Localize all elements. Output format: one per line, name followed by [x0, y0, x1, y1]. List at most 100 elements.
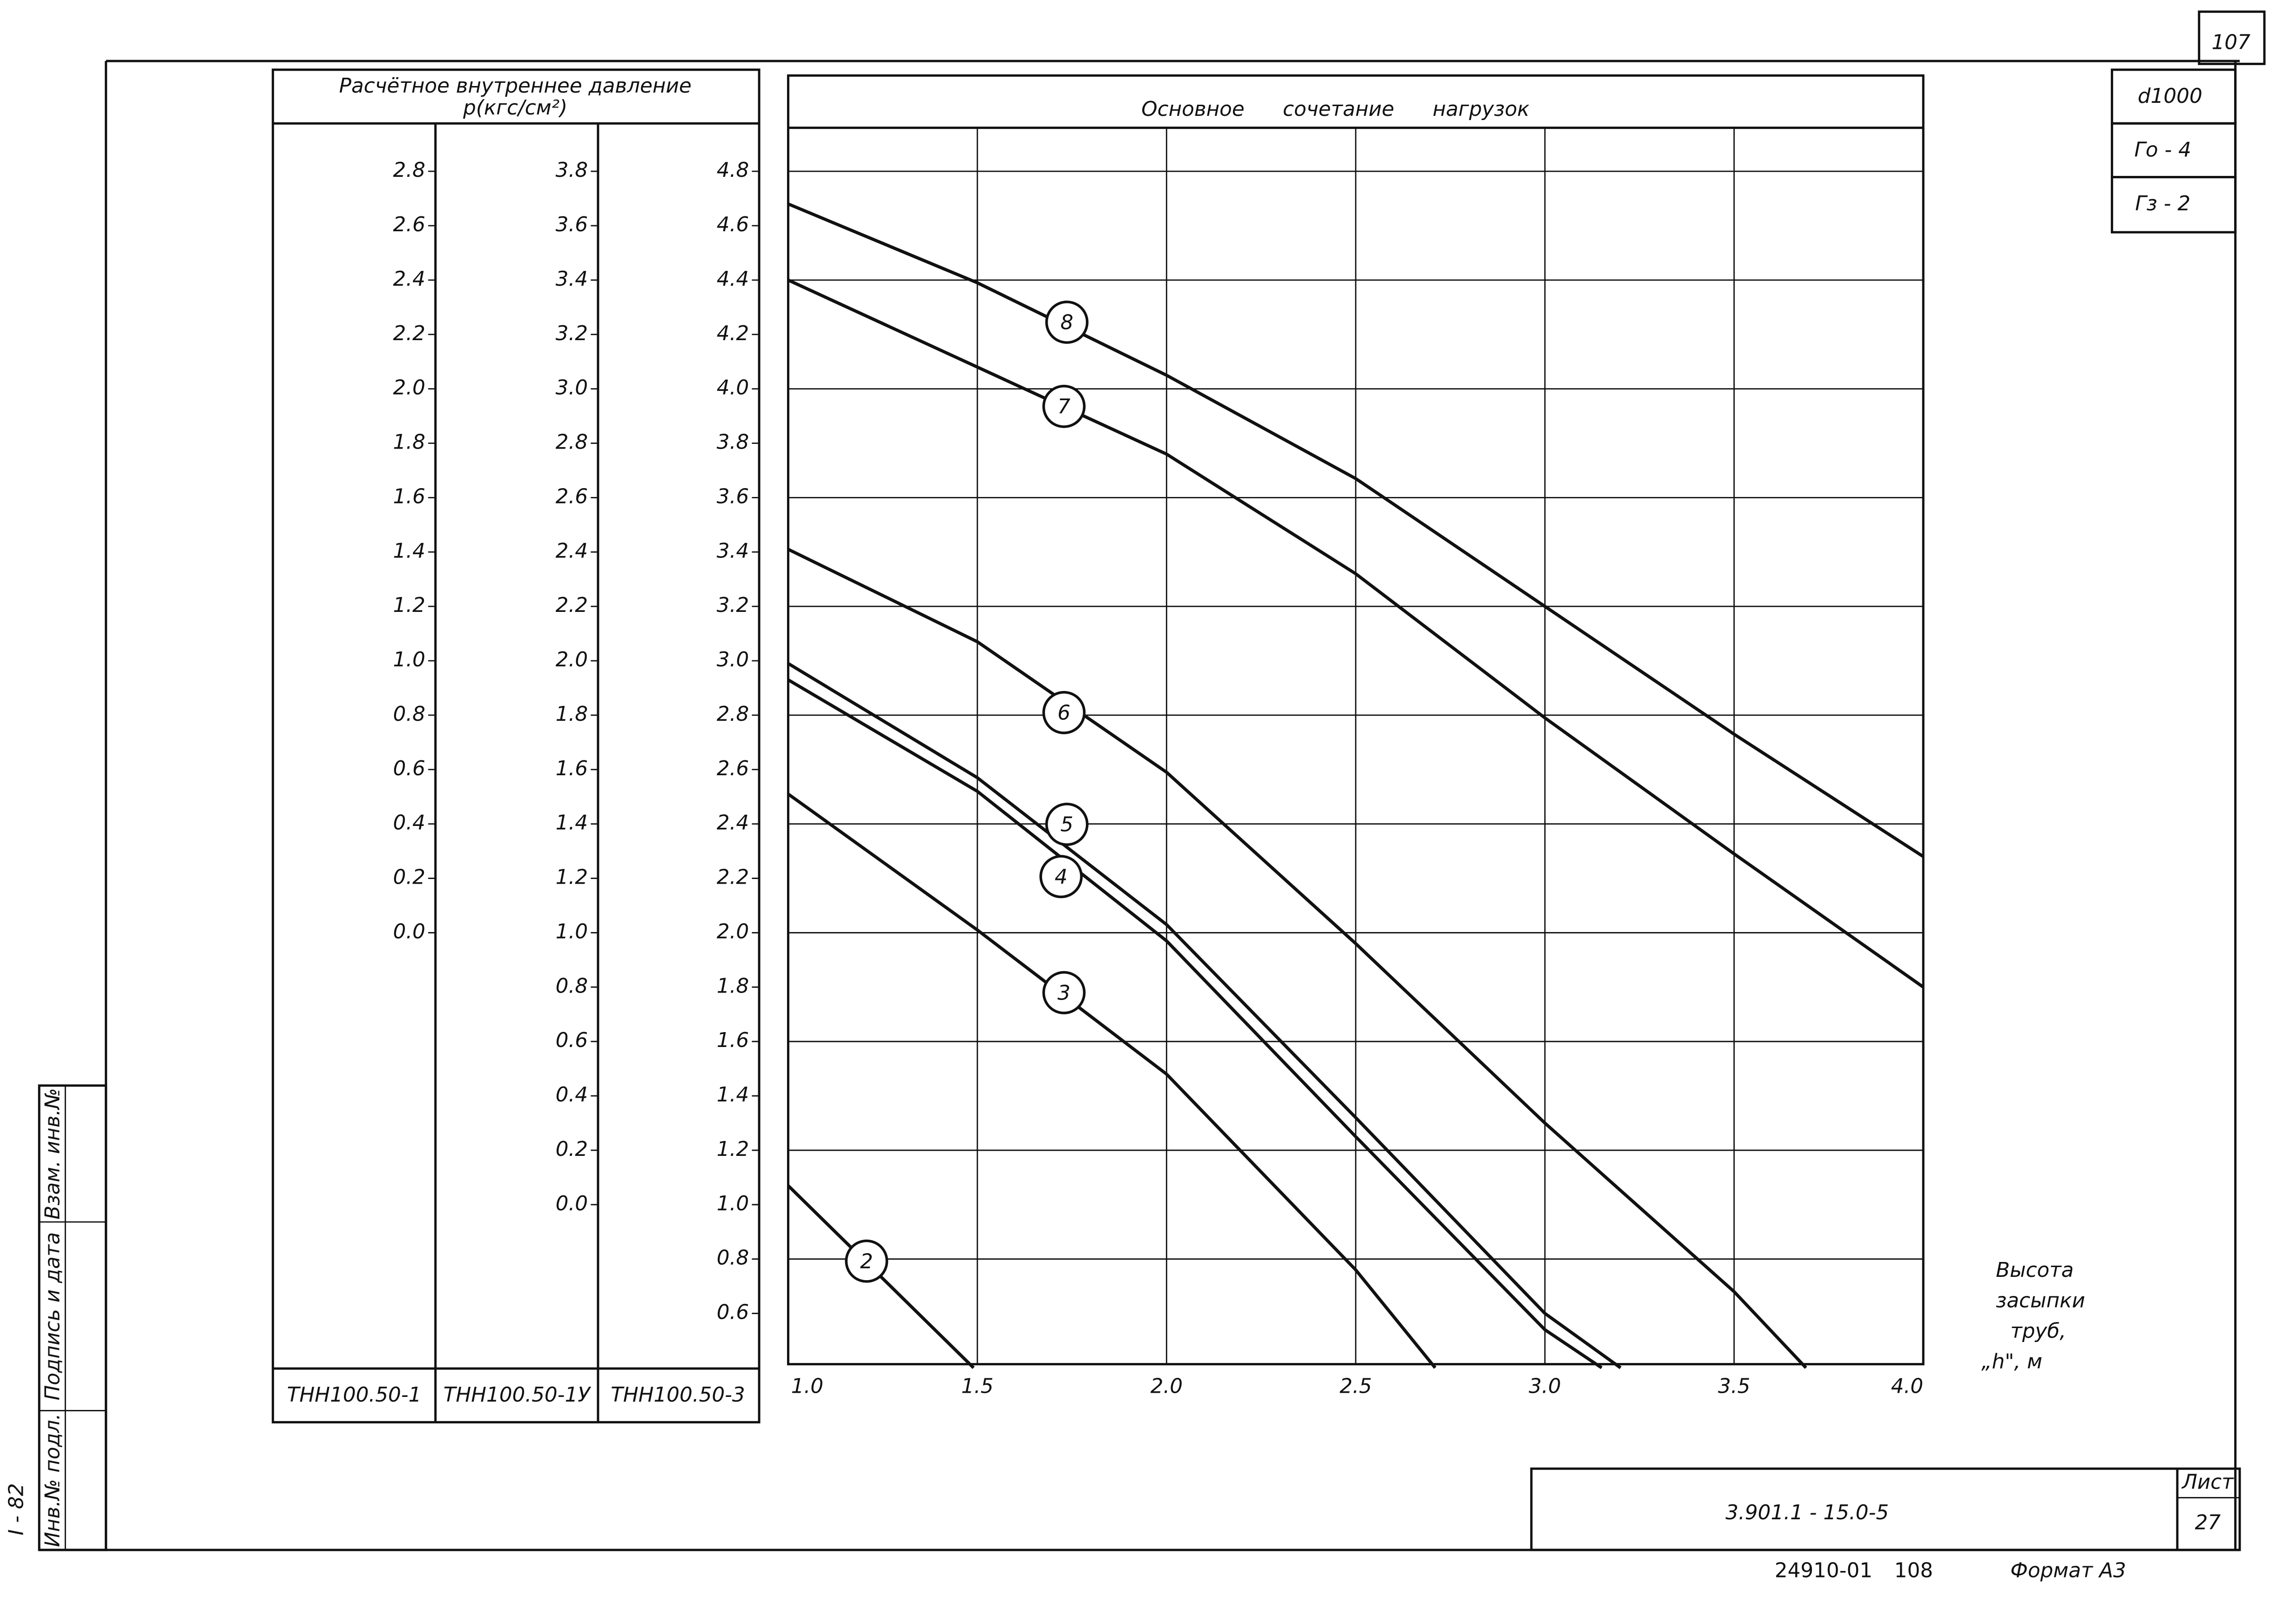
- curve: [787, 792, 1437, 1369]
- y-tick-label: 4.0: [717, 376, 749, 400]
- curve-badge: [1042, 384, 1086, 428]
- y-tick-label: 0.4: [393, 811, 425, 835]
- y-tick-label: 3.2: [717, 593, 749, 617]
- y-tick-label: 1.4: [717, 1083, 749, 1107]
- y-tick-label: 1.4: [556, 811, 588, 835]
- y-tick-label: 2.6: [717, 757, 749, 780]
- y-tick-label: 1.6: [556, 757, 588, 780]
- curve-badge: [1042, 971, 1086, 1014]
- y-tick-label: 1.8: [393, 430, 425, 454]
- y-axis-unit: p(кгс/см²): [463, 96, 567, 120]
- inventory: 24910-01: [1775, 1559, 1872, 1583]
- y-tick-label: 0.2: [393, 866, 425, 889]
- title-block: [1530, 1467, 2241, 1551]
- y-tick-label: 1.2: [717, 1137, 749, 1161]
- x-axis-label: „h", м: [1981, 1350, 2042, 1374]
- y-tick-label: 1.2: [393, 593, 425, 617]
- y-tick-label: 3.6: [556, 213, 588, 236]
- curve-badge: [1042, 691, 1086, 734]
- y-tick-label: 2.2: [717, 866, 749, 889]
- y-tick-label: 2.8: [393, 158, 425, 182]
- curve-label: 4: [1055, 865, 1068, 889]
- y-tick-label: 0.0: [556, 1192, 588, 1215]
- chart-title: Основное сочетание нагрузок: [1141, 97, 1529, 121]
- curve-badge: [845, 1239, 889, 1283]
- y-tick-label: 0.8: [393, 702, 425, 726]
- y-tick-label: 1.0: [717, 1192, 749, 1215]
- x-tick-label: 1.5: [961, 1375, 993, 1398]
- y-tick-label: 0.6: [717, 1301, 749, 1324]
- curve: [788, 202, 1925, 858]
- side-label: Подпись и дата: [40, 1232, 64, 1401]
- list-label: Лист: [2181, 1470, 2234, 1494]
- y-tick-label: 0.6: [393, 757, 425, 780]
- curve-badge: [1039, 855, 1083, 899]
- y-tick-label: 1.6: [393, 484, 425, 508]
- copy: 108: [1894, 1559, 1933, 1583]
- curve: [787, 278, 1925, 989]
- curve-label: 3: [1057, 981, 1071, 1005]
- y-tick-label: 2.4: [556, 539, 588, 563]
- y-tick-label: 2.2: [556, 593, 588, 617]
- diameter: d1000: [2138, 84, 2202, 108]
- y-tick-label: 2.8: [717, 702, 749, 726]
- y-tick-label: 3.0: [717, 648, 749, 671]
- y-tick-label: 3.2: [556, 322, 588, 345]
- x-tick-label: 4.0: [1891, 1375, 1923, 1398]
- y-tick-label: 4.2: [717, 322, 749, 345]
- y-tick-label: 2.2: [393, 322, 425, 345]
- x-tick-label: 2.5: [1340, 1375, 1372, 1398]
- curve-badge: [1045, 803, 1089, 846]
- curve-label: 5: [1060, 813, 1073, 837]
- x-tick-label: 1.0: [791, 1375, 823, 1398]
- y-tick-label: 3.8: [556, 158, 588, 182]
- y-tick-label: 3.6: [717, 484, 749, 508]
- corner-number: 107: [2212, 31, 2251, 54]
- y-tick-label: 3.4: [717, 539, 749, 563]
- axis-name: ТНН100.50-1У: [444, 1383, 592, 1407]
- y-tick-label: 1.8: [717, 974, 749, 998]
- y-axis-title: Расчётное внутреннее давление: [339, 74, 692, 98]
- y-tick-label: 0.4: [556, 1083, 588, 1107]
- y-tick-label: 4.4: [717, 267, 749, 291]
- plot-layer: 1.0 1.5 2.0 2.5 3.0 3.5 4.0 2.8 2.6 2.4 2.2 2.0 1.8 1…: [393, 128, 2085, 1398]
- y-tick-label: 1.6: [717, 1028, 749, 1052]
- y-tick-label: 1.2: [556, 866, 588, 889]
- y-tick-label: 4.6: [717, 213, 749, 236]
- y-tick-label: 2.0: [717, 919, 749, 943]
- y-tick-label: 0.0: [393, 919, 425, 943]
- side-stamp: [38, 1084, 108, 1551]
- list-number: 27: [2195, 1511, 2221, 1535]
- y-tick-label: 1.8: [556, 702, 588, 726]
- g0: Го - 4: [2135, 138, 2191, 161]
- axis-name: ТНН100.50-1: [287, 1383, 422, 1407]
- curve-label: 6: [1057, 701, 1071, 725]
- y-tick-label: 0.8: [556, 974, 588, 998]
- curve-label: 7: [1057, 395, 1071, 418]
- curve: [787, 548, 1807, 1369]
- x-tick-label: 2.0: [1151, 1375, 1183, 1398]
- y-tick-label: 2.6: [556, 484, 588, 508]
- axis-name: ТНН100.50-3: [611, 1383, 745, 1407]
- y-tick-label: 0.2: [556, 1137, 588, 1161]
- format: Формат А3: [2010, 1559, 2126, 1583]
- curve-label: 8: [1060, 311, 1073, 335]
- y-tick-label: 3.0: [556, 376, 588, 400]
- y-tick-label: 2.8: [556, 430, 588, 454]
- y-tick-label: 2.4: [717, 811, 749, 835]
- corner-box: [2198, 10, 2266, 65]
- x-axis-label: труб,: [2010, 1319, 2066, 1343]
- x-axis-label: засыпки: [1996, 1289, 2085, 1313]
- curve-label: 2: [860, 1249, 873, 1273]
- y-tick-label: 2.4: [393, 267, 425, 291]
- curve: [787, 662, 1622, 1369]
- y-tick-label: 3.8: [717, 430, 749, 454]
- document-code: 3.901.1 - 15.0-5: [1725, 1501, 1889, 1524]
- y-tick-label: 1.0: [556, 919, 588, 943]
- x-tick-label: 3.5: [1718, 1375, 1750, 1398]
- y-tick-label: 0.8: [717, 1246, 749, 1270]
- side-label: Инв.№ подл.: [40, 1413, 64, 1547]
- box-g3: [2111, 176, 2237, 234]
